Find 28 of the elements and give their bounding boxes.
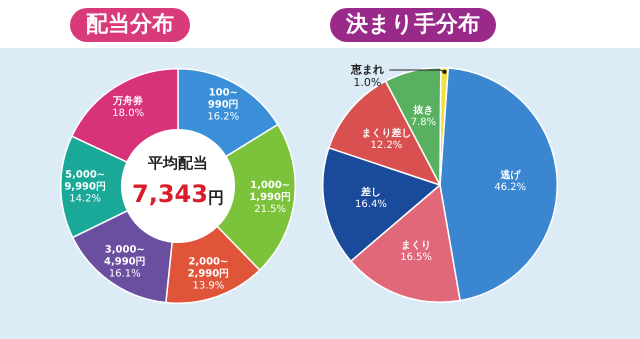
data-label: 7.8% (410, 117, 436, 128)
data-label: 13.9% (192, 280, 224, 292)
slice-label: 5,000~9,990円 (64, 169, 106, 192)
slice-label: 3,000~4,990円 (104, 244, 146, 268)
chart-title: 配当分布 (70, 8, 190, 42)
data-label: 46.2% (494, 182, 526, 194)
slice-label: まくり (401, 240, 432, 251)
data-label: 16.2% (207, 112, 240, 123)
slice-label: 100~990円 (208, 88, 239, 111)
data-label: 12.2% (370, 140, 402, 151)
text: 7,343円 (132, 180, 224, 208)
chart-title: 決まり手分布 (330, 8, 496, 42)
slice-label: 万舟券 (112, 95, 144, 108)
slice-label: まくり差し (361, 126, 412, 139)
slice-label: 2,000~2,990円 (188, 256, 230, 280)
slice-label: 恵まれ (350, 62, 384, 76)
data-label: 16.5% (400, 252, 432, 263)
text: 平均配当 (147, 154, 208, 172)
data-label: 16.1% (108, 268, 141, 280)
data-label: 18.0% (112, 108, 144, 120)
data-label: 1.0% (353, 76, 382, 89)
data-label: 21.5% (254, 204, 286, 216)
slice-label: 抜き (412, 104, 434, 116)
slice-label: 逃げ (499, 169, 522, 182)
slice-label: 1,000~1,990円 (249, 180, 291, 204)
data-label: 14.2% (69, 193, 102, 204)
slice-label: 差し (360, 186, 381, 198)
data-label: 16.4% (355, 199, 387, 210)
